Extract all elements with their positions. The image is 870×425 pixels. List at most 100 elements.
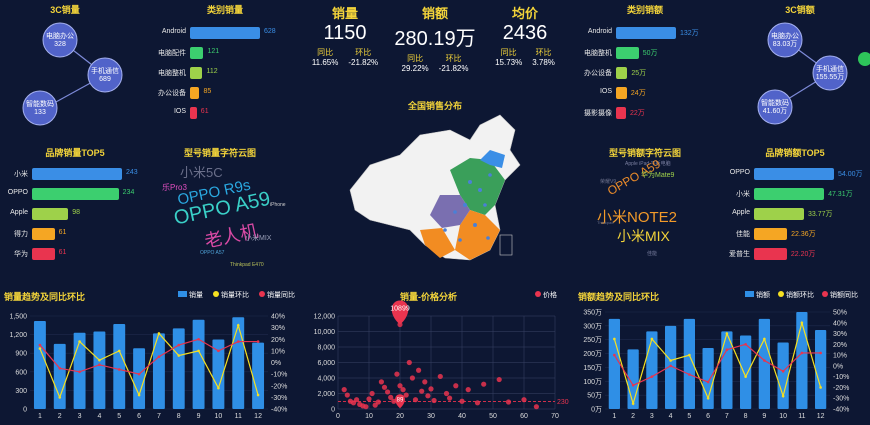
hbar[interactable] — [616, 47, 639, 59]
hbar-row[interactable]: 爱普生 22.20万 — [722, 247, 870, 261]
hbar-row[interactable]: OPPO 54.00万 — [722, 167, 870, 181]
hbar[interactable] — [190, 87, 200, 99]
scatter-point[interactable] — [397, 383, 403, 389]
hbar-row[interactable]: 摄影摄像 22万 — [568, 106, 708, 120]
scatter-point[interactable] — [385, 389, 391, 395]
hbar[interactable] — [616, 107, 626, 119]
hbar-row[interactable]: 电脑整机 50万 — [568, 46, 708, 60]
yoy-line-point[interactable] — [744, 343, 747, 346]
trend-bar[interactable] — [33, 320, 46, 409]
scatter-point[interactable] — [465, 387, 471, 393]
hbar[interactable] — [32, 168, 122, 180]
hbar[interactable] — [190, 107, 197, 119]
yoy-line-point[interactable] — [256, 340, 260, 343]
hbar[interactable] — [32, 248, 55, 260]
hbar[interactable] — [616, 87, 627, 99]
node-computer-office[interactable]: 电脑办公 328 — [42, 22, 78, 58]
mom-line[interactable] — [613, 320, 822, 406]
hbar[interactable] — [754, 188, 825, 200]
hbar-row[interactable]: Apple 33.77万 — [722, 207, 870, 221]
mom-line-point[interactable] — [137, 393, 141, 397]
legend-item-mom[interactable]: 销量环比 — [213, 290, 249, 300]
scatter-point[interactable] — [521, 397, 527, 403]
yoy-line-point[interactable] — [58, 367, 62, 370]
scatter-point[interactable] — [363, 404, 369, 410]
hbar[interactable] — [190, 47, 204, 59]
yoy-line-point[interactable] — [781, 369, 785, 373]
hbar-row[interactable]: 电脑配件 121 — [140, 46, 280, 60]
max-pin[interactable] — [391, 300, 409, 325]
scatter-point[interactable] — [381, 384, 388, 390]
scatter-point[interactable] — [453, 383, 459, 389]
hbar[interactable] — [190, 67, 203, 79]
yoy-line-point[interactable] — [688, 373, 691, 376]
word[interactable]: iPhone — [270, 202, 286, 208]
scatter-point[interactable] — [505, 399, 512, 405]
mom-line-point[interactable] — [706, 396, 710, 400]
hbar[interactable] — [754, 228, 788, 240]
node-smart-digital[interactable]: 智能数码 41.60万 — [757, 89, 793, 125]
word[interactable]: 华为Mate9 — [641, 172, 675, 179]
hbar-row[interactable]: IOS 24万 — [568, 86, 708, 100]
scatter-point[interactable] — [496, 376, 502, 383]
legend-item-yoy[interactable]: 销额同比 — [822, 290, 858, 300]
hbar-row[interactable]: 佳能 22.36万 — [722, 227, 870, 241]
trend-bar[interactable] — [777, 342, 789, 409]
hbar[interactable] — [616, 67, 628, 79]
map-region-high[interactable] — [450, 158, 505, 215]
mom-line-point[interactable] — [744, 375, 747, 378]
china-sales-map[interactable] — [330, 110, 540, 275]
scatter-point[interactable] — [369, 390, 375, 397]
word[interactable]: Thinkpad E470 — [230, 262, 264, 268]
mom-line-point[interactable] — [631, 402, 635, 405]
scatter-point[interactable] — [394, 371, 400, 377]
yoy-line[interactable] — [39, 338, 259, 375]
hbar[interactable] — [32, 208, 69, 220]
scatter-point[interactable] — [406, 359, 412, 366]
yoy-line-point[interactable] — [197, 337, 200, 341]
word[interactable]: 佳能 — [647, 251, 658, 257]
scatter-point[interactable] — [437, 373, 443, 380]
yoy-line-point[interactable] — [177, 343, 181, 347]
trend-bar[interactable] — [172, 328, 185, 409]
yoy-line-point[interactable] — [631, 383, 635, 387]
scatter-point[interactable] — [391, 398, 397, 404]
map-region-low[interactable] — [480, 150, 505, 168]
mom-line-point[interactable] — [197, 349, 200, 353]
hbar-row[interactable]: Android 132万 — [568, 26, 708, 40]
yoy-line-point[interactable] — [236, 340, 240, 343]
trend-bar[interactable] — [212, 339, 225, 409]
hbar-row[interactable]: 办公设备 25万 — [568, 66, 708, 80]
trend-bar[interactable] — [133, 348, 146, 409]
word[interactable]: 小米MIX — [245, 235, 272, 242]
mom-line-point[interactable] — [78, 340, 81, 343]
hbar-row[interactable]: 办公设备 85 — [140, 86, 280, 100]
yoy-line-point[interactable] — [78, 370, 81, 374]
trend-bar[interactable] — [152, 333, 165, 409]
mom-line-point[interactable] — [236, 324, 240, 327]
scatter-point[interactable] — [409, 375, 415, 381]
mom-line-point[interactable] — [256, 393, 260, 397]
node-smart-digital[interactable]: 智能数码 133 — [22, 90, 58, 126]
hbar-row[interactable]: 华为 61 — [2, 247, 150, 261]
word[interactable]: OPPO A57 — [200, 250, 225, 256]
mom-line-point[interactable] — [613, 337, 616, 341]
word[interactable]: 乐Pro3 — [162, 183, 187, 192]
map-region-mid2[interactable] — [430, 195, 470, 228]
yoy-line-point[interactable] — [706, 380, 710, 384]
hbar-row[interactable]: OPPO 234 — [2, 187, 150, 201]
trend-bar[interactable] — [683, 318, 695, 409]
scatter-point[interactable] — [422, 379, 428, 385]
yoy-line-point[interactable] — [157, 355, 161, 358]
mom-line-point[interactable] — [58, 396, 62, 399]
scatter-point[interactable] — [447, 395, 453, 401]
hbar-row[interactable]: Android 628 — [140, 26, 280, 40]
trend-bar[interactable] — [646, 331, 658, 409]
hbar[interactable] — [616, 27, 676, 39]
yoy-line-point[interactable] — [117, 368, 121, 371]
scatter-point[interactable] — [428, 386, 434, 392]
hbar-row[interactable]: 小米 243 — [2, 167, 150, 181]
scatter-point[interactable] — [344, 392, 350, 398]
scatter-point[interactable] — [416, 367, 422, 373]
trend-bar[interactable] — [53, 343, 66, 409]
